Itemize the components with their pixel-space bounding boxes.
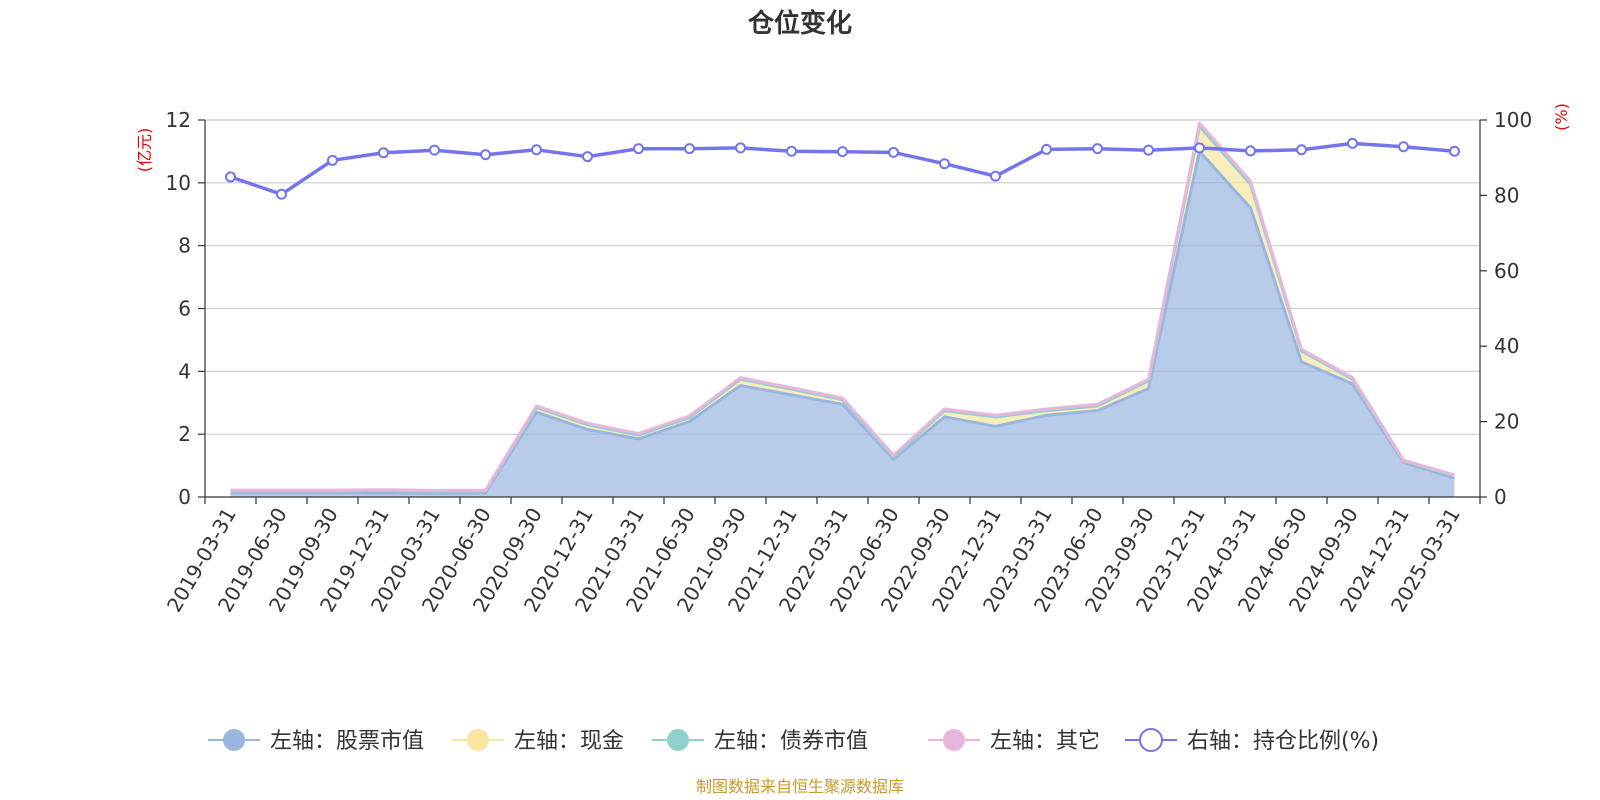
ratio-point xyxy=(378,147,389,159)
left-tick-label: 4 xyxy=(178,359,191,383)
legend-label: 左轴：债券市值 xyxy=(714,729,868,754)
left-tick-label: 10 xyxy=(166,171,191,195)
ratio-point xyxy=(735,142,746,154)
right-tick-label: 20 xyxy=(1494,410,1519,434)
ratio-point xyxy=(327,154,338,166)
ratio-point xyxy=(1449,145,1460,157)
left-tick-label: 2 xyxy=(178,422,191,446)
ratio-point xyxy=(480,149,491,161)
ratio-point xyxy=(684,143,695,155)
ratio-point xyxy=(276,188,287,200)
data-source-note: 制图数据来自恒生聚源数据库 xyxy=(696,777,904,796)
legend-label: 左轴：股票市值 xyxy=(270,729,424,754)
ratio-point xyxy=(939,158,950,170)
right-axis-unit: (%) xyxy=(1552,103,1571,131)
left-tick-label: 8 xyxy=(178,234,191,258)
ratio-point xyxy=(225,171,236,183)
right-tick-label: 40 xyxy=(1494,334,1519,358)
ratio-point xyxy=(531,144,542,156)
ratio-point xyxy=(1296,144,1307,156)
right-tick-label: 0 xyxy=(1494,485,1507,509)
ratio-point xyxy=(1245,145,1256,157)
ratio-point xyxy=(1398,141,1409,153)
left-tick-label: 6 xyxy=(178,297,191,321)
ratio-point xyxy=(633,143,644,155)
ratio-point xyxy=(888,146,899,158)
chart-title: 仓位变化 xyxy=(747,8,852,39)
ratio-point xyxy=(582,151,593,163)
right-tick-label: 60 xyxy=(1494,259,1519,283)
legend-label: 右轴：持仓比例(%) xyxy=(1187,729,1379,754)
ratio-point xyxy=(786,145,797,157)
legend-marker xyxy=(223,729,245,751)
line-左轴：股票市值 xyxy=(230,149,1455,495)
legend: 左轴：股票市值 左轴：现金 左轴：债券市值 左轴：其它 右轴：持仓比例(%) xyxy=(208,728,1379,754)
ratio-point xyxy=(990,170,1001,182)
ratio-point xyxy=(1143,144,1154,156)
legend-marker xyxy=(943,729,965,751)
legend-marker xyxy=(1139,728,1163,752)
legend-marker xyxy=(667,729,689,751)
left-axis-unit: (亿元) xyxy=(135,128,154,173)
area-左轴：股票市值 xyxy=(230,151,1455,497)
ratio-points xyxy=(225,137,1460,200)
ratio-point xyxy=(429,144,440,156)
legend-label: 左轴：现金 xyxy=(514,729,624,754)
line-左轴：其它 xyxy=(230,121,1455,492)
legend-label: 左轴：其它 xyxy=(990,729,1100,754)
legend-marker xyxy=(467,729,489,751)
right-tick-label: 100 xyxy=(1494,108,1532,132)
ratio-point xyxy=(1194,142,1205,154)
left-tick-label: 12 xyxy=(166,108,191,132)
ratio-point xyxy=(837,146,848,158)
ratio-point xyxy=(1092,143,1103,155)
stacked-areas xyxy=(230,123,1455,497)
left-tick-label: 0 xyxy=(178,485,191,509)
right-tick-label: 80 xyxy=(1494,183,1519,207)
ratio-point xyxy=(1347,137,1358,149)
ratio-point xyxy=(1041,143,1052,155)
